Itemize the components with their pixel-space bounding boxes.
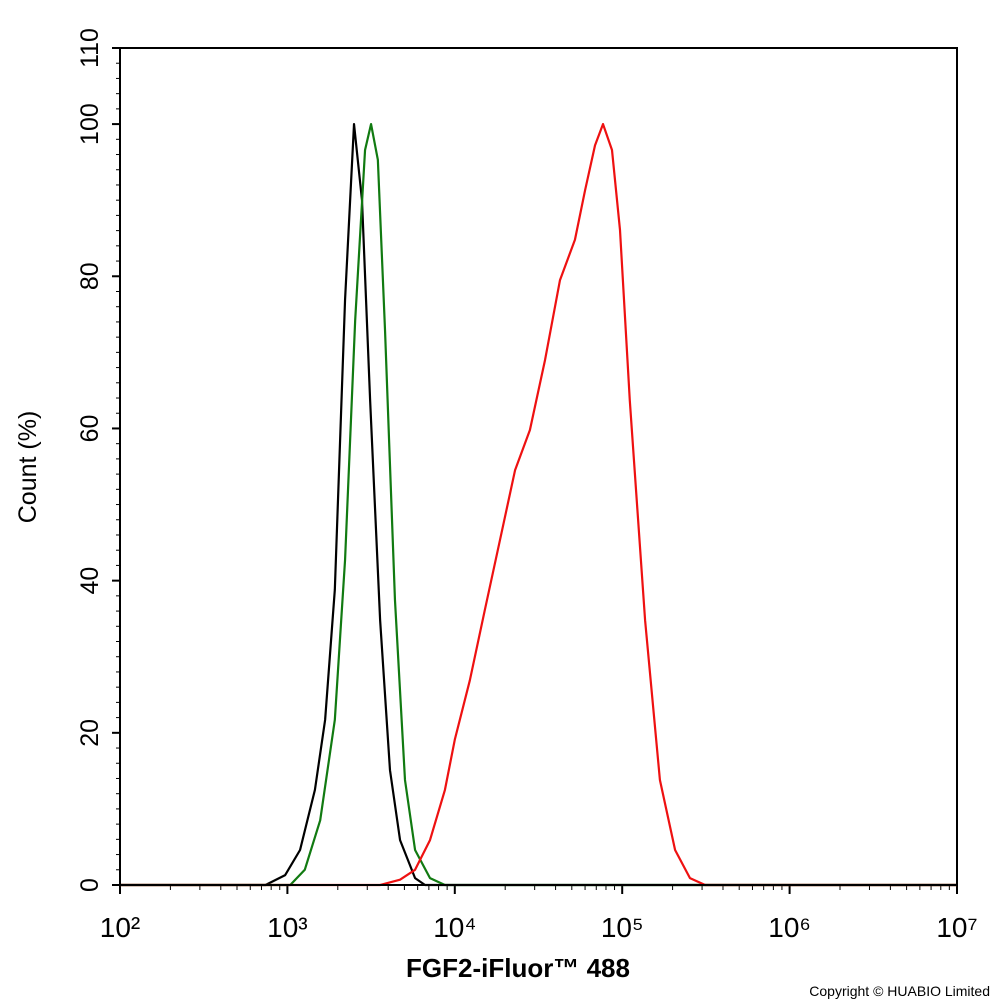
y-axis-title: Count (%)	[14, 411, 42, 524]
y-tick-label: 60	[76, 415, 104, 443]
histogram-line	[120, 122, 957, 887]
histogram-line	[120, 122, 957, 887]
y-tick-label: 20	[76, 719, 104, 747]
copyright: Copyright © HUABIO Limited	[809, 983, 990, 999]
plot-frame	[119, 47, 958, 886]
x-tick-label: 10⁷	[936, 912, 977, 943]
y-tick-label: 40	[76, 567, 104, 595]
x-tick-label: 10⁴	[433, 912, 476, 943]
y-tick-label: 80	[76, 262, 104, 290]
x-tick-label: 10³	[267, 912, 307, 943]
histogram-line	[120, 122, 957, 887]
y-tick-label: 110	[76, 28, 104, 68]
y-tick-label: 100	[76, 103, 104, 145]
x-tick-label: 10⁵	[601, 912, 644, 943]
x-tick-label: 10⁶	[768, 912, 811, 943]
x-tick-label: 10²	[100, 912, 140, 943]
y-tick-label: 0	[76, 878, 104, 892]
x-axis-title: FGF2-iFluor™ 488	[406, 953, 630, 983]
